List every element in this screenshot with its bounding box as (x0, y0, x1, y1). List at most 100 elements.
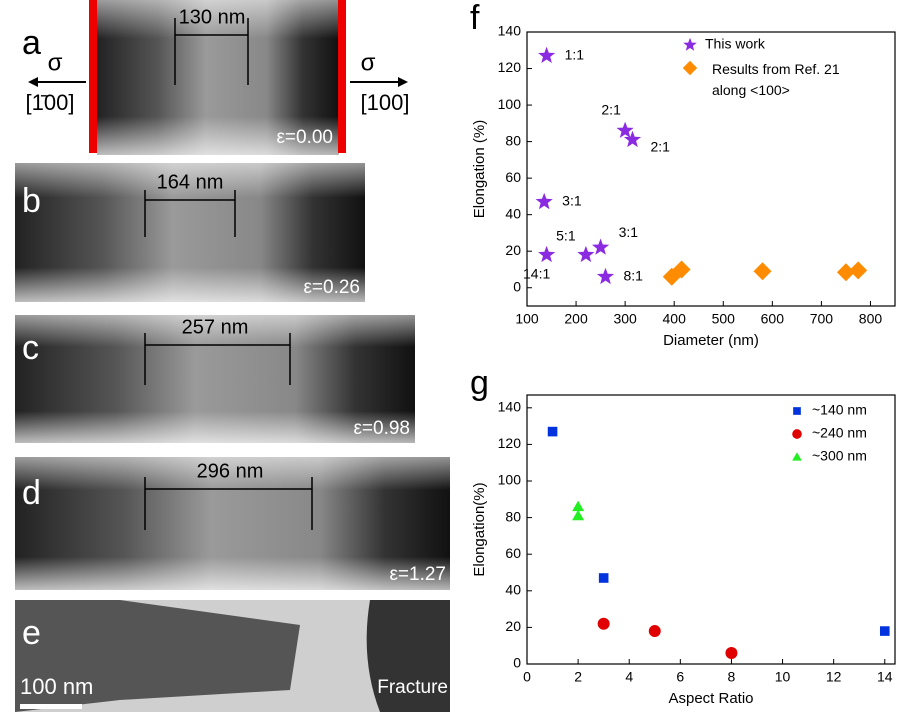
x-tick-label: 500 (712, 311, 736, 327)
y-axis-title: Elongation(%) (471, 482, 488, 576)
y-tick-label: 20 (505, 618, 521, 634)
image-e-left (15, 600, 300, 712)
data-point (596, 267, 615, 285)
point-label: 8:1 (624, 267, 644, 283)
x-axis-title: Aspect Ratio (668, 690, 753, 707)
data-point (592, 238, 610, 255)
strain-label: ε=0.00 (276, 127, 333, 148)
x-tick-label: 2 (574, 669, 582, 685)
x-tick-label: 700 (810, 311, 834, 327)
y-tick-label: 100 (498, 96, 522, 112)
x-tick-label: 12 (826, 669, 842, 685)
y-tick-label: 80 (505, 508, 521, 524)
x-tick-label: 600 (761, 311, 785, 327)
legend-marker (683, 37, 697, 51)
legend-label: ~300 nm (812, 448, 867, 464)
data-point (547, 426, 558, 437)
y-tick-label: 60 (505, 545, 521, 561)
arrowhead (28, 77, 38, 87)
image-a-shade (97, 0, 339, 155)
image-c-shade (15, 315, 415, 443)
x-tick-label: 10 (775, 669, 791, 685)
legend-marker (793, 407, 801, 415)
strain-label: ε=0.98 (353, 418, 410, 439)
data-point (672, 260, 691, 279)
legend-label: This work (705, 36, 766, 52)
x-tick-label: 14 (877, 669, 893, 685)
y-axis-title: Elongation (%) (471, 120, 488, 218)
point-label: 3:1 (562, 193, 582, 209)
plot-frame (526, 31, 896, 307)
measure-label: 130 nm (179, 6, 246, 28)
point-label: 2:1 (601, 101, 621, 117)
legend-marker (792, 452, 802, 461)
point-label: 3:1 (619, 224, 639, 240)
arrowhead (398, 77, 408, 87)
measure-line (174, 18, 249, 85)
data-point (753, 262, 772, 281)
legend-label: ~240 nm (812, 425, 867, 441)
measure-label: 164 nm (157, 171, 224, 193)
grip (89, 0, 97, 153)
data-point (598, 573, 609, 583)
scale-bar (20, 704, 82, 709)
y-tick-label: 120 (498, 435, 522, 451)
y-tick-label: 100 (498, 472, 522, 488)
data-point (597, 617, 610, 630)
panel-letter: g (470, 364, 489, 402)
measure-line (144, 190, 236, 237)
y-tick-label: 60 (505, 169, 521, 185)
grip (338, 0, 346, 153)
x-tick-label: 0 (523, 669, 531, 685)
panel-letter: d (22, 474, 41, 512)
data-point (616, 121, 634, 138)
legend-label: Results from Ref. 21 along <100> (712, 61, 840, 98)
point-label: 1:1 (565, 46, 585, 62)
y-tick-label: 0 (513, 655, 521, 671)
x-tick-label: 300 (613, 311, 637, 327)
measure-label: 296 nm (197, 460, 264, 482)
data-point (572, 500, 585, 512)
scale-bar-label: 100 nm (20, 674, 93, 699)
legend-marker (792, 429, 802, 439)
legend-marker (682, 60, 698, 76)
data-point (572, 509, 585, 521)
x-axis-title: Diameter (nm) (663, 332, 759, 349)
data-point (836, 263, 855, 282)
data-point (538, 245, 556, 263)
y-tick-label: 20 (505, 242, 521, 258)
image-d-shade (15, 457, 450, 590)
data-point (535, 192, 553, 210)
data-point (577, 245, 595, 263)
panel-letter: e (22, 614, 41, 652)
y-tick-label: 120 (498, 59, 522, 75)
panel-letter: f (470, 0, 480, 37)
x-tick-label: 200 (564, 311, 588, 327)
direction-label: [1̄00] (26, 90, 75, 115)
panel-letter: c (22, 329, 39, 367)
y-tick-label: 140 (498, 399, 522, 415)
image-b-shade (15, 163, 365, 302)
plot-frame (526, 394, 896, 665)
data-point (623, 130, 642, 148)
annotations: a σ [1̄00] σ [100] 130 nm ε=0.00 b 164 n… (20, 6, 448, 709)
x-tick-label: 6 (676, 669, 684, 685)
legend-label: ~140 nm (812, 402, 867, 418)
point-label: 2:1 (650, 138, 670, 154)
measure-line (144, 333, 291, 385)
x-tick-label: 400 (663, 311, 687, 327)
strain-label: ε=0.26 (303, 277, 360, 298)
point-label: 5:1 (556, 228, 576, 244)
panel-letter: b (22, 182, 41, 220)
y-tick-label: 0 (513, 278, 521, 294)
x-tick-label: 8 (728, 669, 736, 685)
data-point (538, 46, 556, 63)
x-tick-label: 100 (515, 311, 539, 327)
panel-letter: a (22, 24, 41, 62)
tem-images (15, 0, 450, 712)
status-label: Fracture (377, 677, 448, 698)
y-tick-label: 40 (505, 205, 521, 221)
y-tick-label: 140 (498, 23, 522, 39)
y-tick-label: 40 (505, 582, 521, 598)
